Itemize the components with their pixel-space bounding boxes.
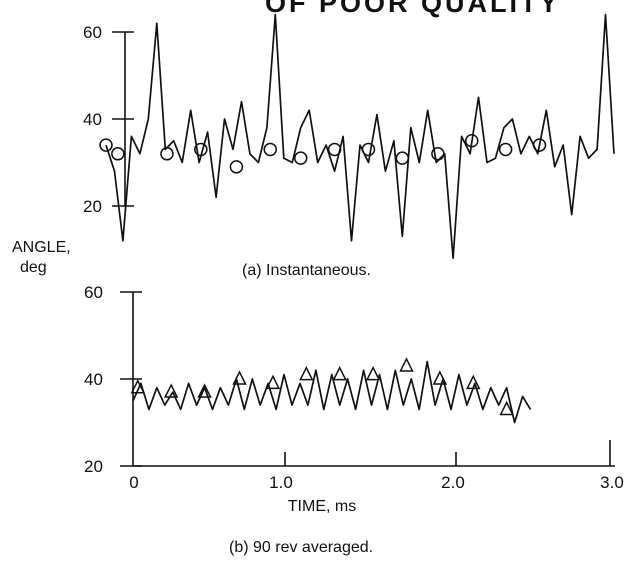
panel-a-ytick-label-60: 60 — [83, 23, 102, 42]
panel-b-ytick-label-20: 20 — [84, 457, 103, 476]
panel-a-series-line — [105, 13, 615, 260]
panel-a-marker-11 — [465, 134, 479, 148]
panel-b-axes: 60 40 20 0 1.0 2.0 3.0 — [84, 283, 624, 492]
panel-b-marker-8 — [399, 357, 414, 372]
panel-b-marker-5 — [299, 365, 314, 381]
panel-b-marker-1 — [163, 383, 179, 398]
panel-b-xtick-label-1: 1.0 — [269, 473, 293, 492]
panel-a-marker-3 — [194, 142, 208, 157]
header-text: OF POOR QUALITY — [265, 0, 561, 18]
y-axis-label: ANGLE, — [12, 239, 71, 256]
panel-a-marker-6 — [293, 151, 308, 165]
panel-b-marker-10 — [466, 374, 481, 390]
panel-a-marker-2 — [160, 147, 174, 161]
panel-a-marker-7 — [327, 142, 342, 157]
panel-a-marker-10 — [431, 147, 445, 161]
panel-b-marker-4 — [265, 374, 281, 390]
panel-b-ytick-label-60: 60 — [84, 283, 103, 302]
panel-b-xtick-label-2: 2.0 — [441, 473, 465, 492]
panel-b-marker-9 — [432, 370, 448, 385]
panel-b-marker-7 — [365, 365, 381, 381]
panel-a-marker-0 — [99, 138, 113, 152]
x-axis-label: TIME, ms — [288, 498, 356, 515]
panel-a-axes: 60 40 20 — [83, 23, 134, 216]
panel-b-plot — [130, 357, 532, 424]
panel-a-marker-9 — [395, 151, 410, 165]
panel-a-marker-4 — [229, 160, 244, 174]
panel-b-xtick-label-3: 3.0 — [600, 473, 624, 492]
y-axis-unit: deg — [20, 259, 47, 276]
panel-a-marker-12 — [498, 142, 513, 157]
panel-a-ytick-label-40: 40 — [83, 110, 102, 129]
panel-a-caption: (a) Instantaneous. — [242, 262, 371, 279]
panel-b-marker-11 — [499, 400, 514, 416]
panel-a-marker-5 — [263, 142, 278, 157]
panel-a-marker-8 — [361, 142, 376, 157]
panel-a-ytick-label-20: 20 — [83, 197, 102, 216]
panel-b-ytick-label-40: 40 — [84, 370, 103, 389]
panel-a-marker-13 — [532, 138, 547, 152]
panel-b-marker-2 — [197, 383, 212, 398]
panel-b-marker-0 — [130, 379, 145, 394]
panel-b-marker-6 — [332, 365, 347, 381]
panel-a-plot — [99, 13, 615, 260]
panel-b-series-line — [132, 360, 532, 424]
panel-a-marker-1 — [111, 147, 125, 161]
panel-b-xtick-label-0: 0 — [129, 473, 138, 492]
panel-b-marker-3 — [232, 370, 247, 385]
panel-b-caption: (b) 90 rev averaged. — [229, 539, 373, 556]
